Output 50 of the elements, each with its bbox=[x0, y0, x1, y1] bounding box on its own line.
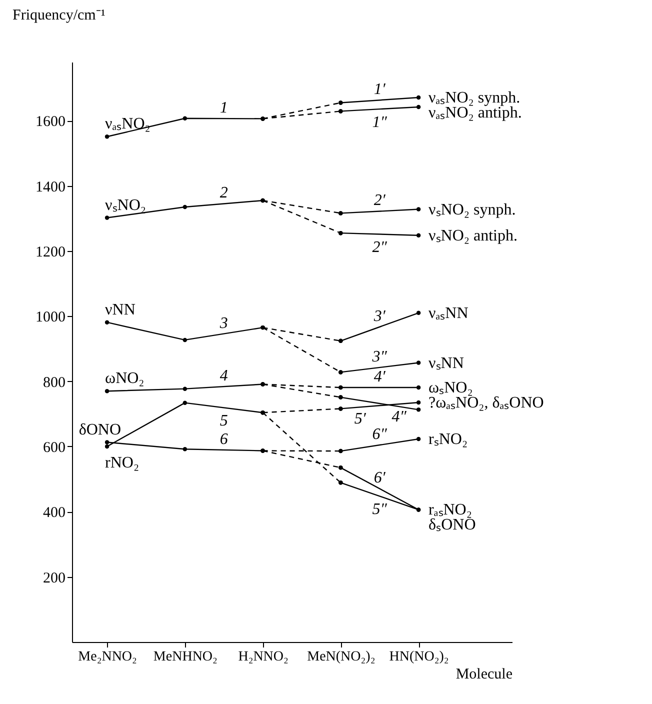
annotation: νₐₛNO₂ bbox=[105, 116, 150, 133]
series-label: 1″ bbox=[372, 114, 388, 132]
y-tick-label: 1400 bbox=[36, 179, 66, 196]
y-axis-title: Friquency/cm⁻¹ bbox=[12, 8, 106, 24]
y-tick-label: 1600 bbox=[36, 114, 66, 130]
series-label: 3″ bbox=[371, 348, 388, 366]
series-label: 5′ bbox=[354, 410, 366, 428]
series-label: 5″ bbox=[372, 501, 388, 518]
x-tick-label: H₂NNO₂ bbox=[238, 650, 289, 664]
annotation: νₛNO₂ bbox=[105, 196, 146, 214]
annotation: ωₛNO₂ bbox=[428, 380, 473, 397]
annotation: ωNO₂ bbox=[105, 370, 144, 388]
series-label: 2′ bbox=[374, 192, 386, 210]
x-axis-title: Molecule bbox=[456, 666, 513, 682]
x-tick-label: HN(NO₂)₂ bbox=[389, 650, 449, 664]
annotation: νₛNN bbox=[428, 354, 464, 372]
annotation: νₐₛNO₂ antiph. bbox=[428, 104, 522, 122]
x-tick-label: Me₂NNO₂ bbox=[78, 650, 138, 664]
annotation: δₛONO bbox=[428, 516, 476, 534]
y-tick-label: 800 bbox=[43, 374, 66, 391]
annotation: rₐₛNO₂ bbox=[428, 502, 472, 519]
annotation: νₛNO₂ synph. bbox=[428, 201, 516, 218]
y-tick-label: 400 bbox=[43, 505, 66, 522]
y-tick-label: 1200 bbox=[36, 244, 66, 260]
series-label: 1 bbox=[220, 100, 228, 117]
annotation: ?ωₐₛNO₂, δₐₛONO bbox=[428, 394, 544, 412]
annotation: rNO₂ bbox=[105, 454, 140, 472]
series-label: 1′ bbox=[374, 81, 386, 98]
x-tick-label: MeNHNO₂ bbox=[153, 650, 218, 664]
series-label: 3′ bbox=[372, 308, 386, 325]
annotation: νNN bbox=[105, 301, 136, 318]
series-label: 6′ bbox=[374, 470, 386, 487]
series-label: 2″ bbox=[372, 239, 388, 256]
series-label: 4′ bbox=[374, 368, 386, 386]
y-tick-label: 200 bbox=[43, 570, 66, 586]
annotation: νₐₛNN bbox=[428, 304, 469, 322]
series-label: 2 bbox=[220, 184, 228, 202]
series-label: 6″ bbox=[372, 426, 388, 444]
series-label: 3 bbox=[218, 314, 228, 332]
annotation: νₐₛNO₂ synph. bbox=[428, 90, 520, 107]
series-label: 4″ bbox=[392, 408, 407, 426]
annotation: δONO bbox=[78, 421, 122, 438]
x-tick-label: MeN(NO₂)₂ bbox=[307, 650, 376, 664]
series-label: 6 bbox=[220, 430, 228, 448]
annotation: νₛNO₂ antiph. bbox=[428, 227, 518, 244]
series-label: 5 bbox=[220, 412, 228, 430]
y-tick-label: 600 bbox=[43, 440, 66, 456]
y-tick-label: 1000 bbox=[36, 310, 66, 326]
series-label: 4 bbox=[220, 368, 228, 385]
annotation: rₛNO₂ bbox=[428, 431, 468, 448]
